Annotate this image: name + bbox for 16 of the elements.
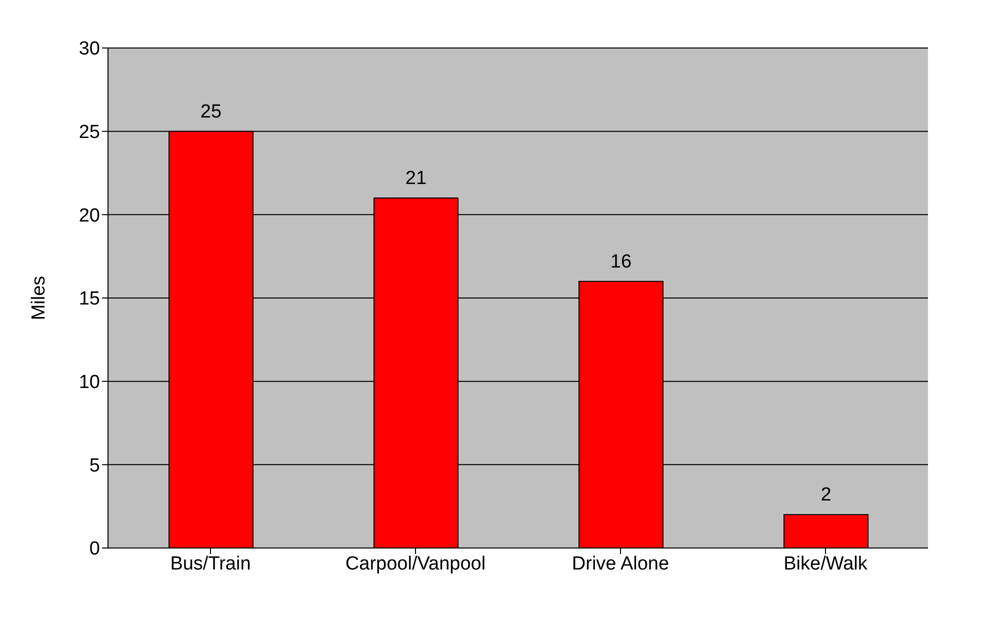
y-tick-label: 30 <box>78 38 100 60</box>
data-label: 25 <box>200 101 222 122</box>
data-label: 21 <box>405 168 427 189</box>
y-tick-label: 10 <box>78 372 100 394</box>
x-tick-label: Carpool/Vanpool <box>345 553 486 574</box>
y-axis-title: Miles <box>28 276 50 320</box>
data-label: 16 <box>610 251 632 272</box>
x-tick-label: Bus/Train <box>170 553 251 574</box>
data-label: 2 <box>820 484 832 506</box>
y-tick-label: 20 <box>78 205 100 226</box>
y-tick-label: 5 <box>89 455 100 476</box>
y-tick-label: 25 <box>78 122 100 144</box>
x-tick-label: Drive Alone <box>572 553 670 574</box>
y-tick-label: 0 <box>89 538 100 560</box>
y-tick-label: 15 <box>78 288 100 310</box>
x-tick-label: Bike/Walk <box>784 553 868 574</box>
